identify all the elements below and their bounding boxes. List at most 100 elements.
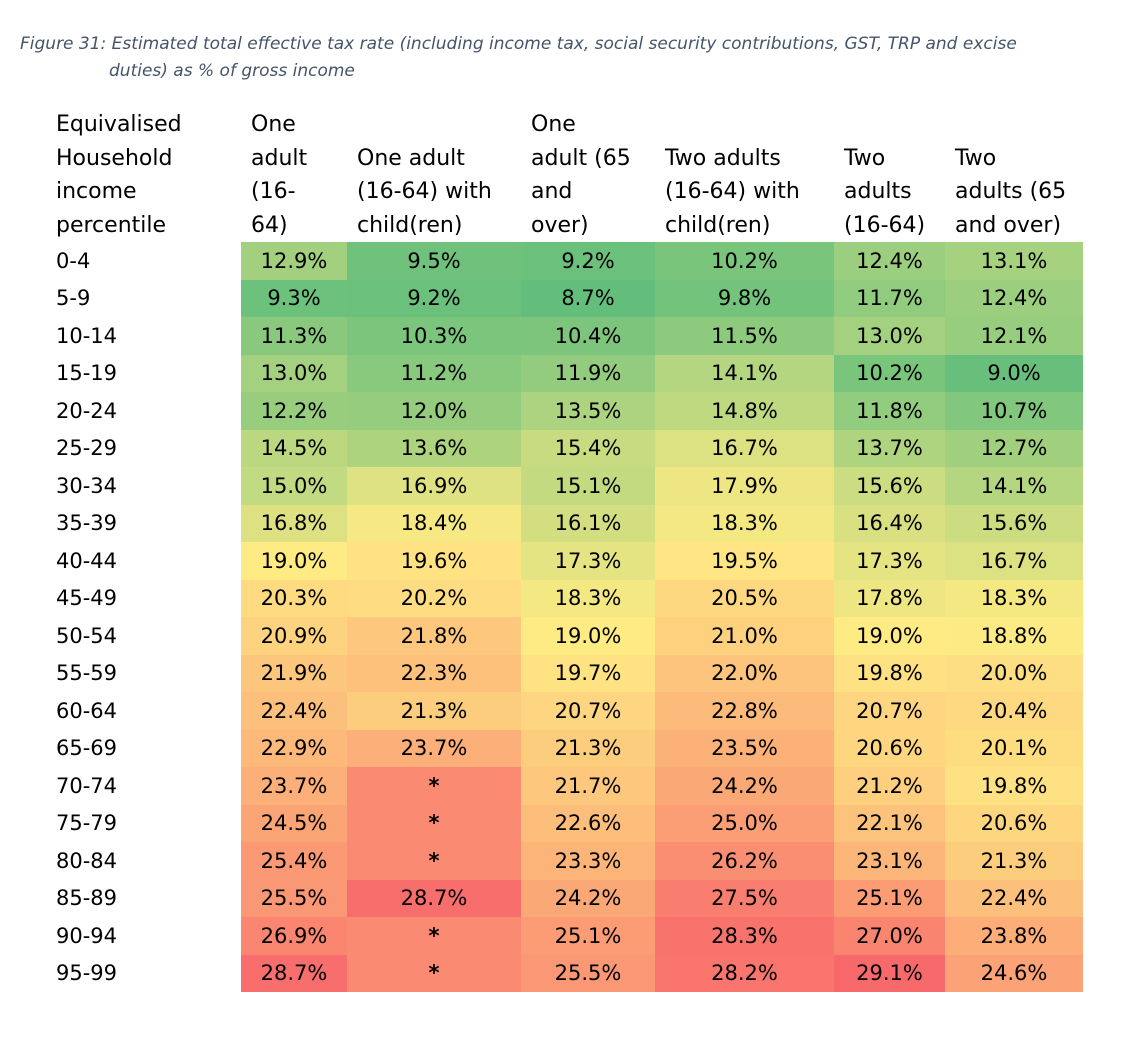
header-two-adults-with-children: Two adults (16-64) with child(ren) [655, 108, 834, 242]
rate-cell: 17.8% [834, 579, 945, 617]
header-percentile: Equivalised Household income percentile [46, 108, 241, 242]
rate-cell: 28.7% [347, 879, 521, 917]
rate-cell: 23.1% [834, 842, 945, 880]
rate-cell: 16.1% [521, 504, 655, 542]
rate-cell: 11.5% [655, 317, 834, 355]
percentile-cell: 45-49 [56, 586, 118, 611]
rate-cell: 17.3% [834, 542, 945, 580]
header-line: over) [531, 212, 589, 238]
rate-cell: 20.3% [241, 579, 347, 617]
rate-cell: 22.0% [655, 654, 834, 692]
rate-cell: 10.4% [521, 317, 655, 355]
rate-cell: 13.7% [834, 429, 945, 467]
header-line: Two [844, 145, 886, 171]
rate-cell: * [347, 917, 521, 955]
rate-cell: 19.0% [834, 617, 945, 655]
table-row: 55-59 21.9% 22.3% 19.7% 22.0% 19.8% 20.0% [46, 654, 1083, 692]
header-line: and over) [955, 212, 1062, 238]
rate-cell: 9.3% [241, 279, 347, 317]
rate-cell: 23.7% [241, 767, 347, 805]
table-body: 0-4 12.9% 9.5% 9.2% 10.2% 12.4% 13.1% 5-9 9.3% 9.… [46, 242, 1083, 992]
header-row: Equivalised Household income percentile One a… [46, 108, 1083, 242]
rate-cell: 10.2% [655, 242, 834, 280]
header-line: (16-64) [844, 212, 926, 238]
rate-cell: 22.8% [655, 692, 834, 730]
rate-cell: 18.4% [347, 504, 521, 542]
percentile-cell: 60-64 [56, 698, 118, 723]
table-row: 60-64 22.4% 21.3% 20.7% 22.8% 20.7% 20.4% [46, 692, 1083, 730]
percentile-cell: 25-29 [56, 436, 118, 461]
rate-cell: 13.6% [347, 429, 521, 467]
percentile-cell: 40-44 [56, 548, 118, 573]
table-row: 35-39 16.8% 18.4% 16.1% 18.3% 16.4% 15.6% [46, 504, 1083, 542]
rate-cell: * [347, 767, 521, 805]
rate-cell: 11.3% [241, 317, 347, 355]
percentile-cell: 15-19 [56, 361, 118, 386]
rate-cell: 13.0% [241, 354, 347, 392]
percentile-cell: 20-24 [56, 398, 118, 423]
rate-cell: 12.1% [945, 317, 1083, 355]
table-row: 10-14 11.3% 10.3% 10.4% 11.5% 13.0% 12.1% [46, 317, 1083, 355]
header-line: (16- [251, 179, 296, 204]
rate-cell: 22.3% [347, 654, 521, 692]
rate-cell: 20.5% [655, 579, 834, 617]
rate-cell: 21.2% [834, 767, 945, 805]
rate-cell: 22.4% [945, 879, 1083, 917]
rate-cell: 15.6% [945, 504, 1083, 542]
rate-cell: 20.7% [521, 692, 655, 730]
rate-cell: 12.0% [347, 392, 521, 430]
rate-cell: 14.1% [655, 354, 834, 392]
table-row: 50-54 20.9% 21.8% 19.0% 21.0% 19.0% 18.8% [46, 617, 1083, 655]
rate-cell: 26.9% [241, 917, 347, 955]
percentile-cell: 0-4 [56, 248, 91, 273]
rate-cell: 25.1% [834, 879, 945, 917]
rate-cell: 14.8% [655, 392, 834, 430]
rate-cell: 25.0% [655, 804, 834, 842]
rate-cell: 13.5% [521, 392, 655, 430]
percentile-cell: 35-39 [56, 511, 118, 536]
rate-cell: 13.1% [945, 242, 1083, 280]
rate-cell: 17.9% [655, 467, 834, 505]
rate-cell: 10.7% [945, 392, 1083, 430]
rate-cell: 20.4% [945, 692, 1083, 730]
header-line: (16-64) with [665, 179, 800, 204]
rate-cell: 21.9% [241, 654, 347, 692]
rate-cell: 28.2% [655, 954, 834, 992]
rate-cell: 15.1% [521, 467, 655, 505]
rate-cell: 21.3% [521, 729, 655, 767]
rate-cell: 23.8% [945, 917, 1083, 955]
table-row: 90-94 26.9% * 25.1% 28.3% 27.0% 23.8% [46, 917, 1083, 955]
rate-cell: 21.8% [347, 617, 521, 655]
rate-cell: 22.4% [241, 692, 347, 730]
header-one-adult-16-64: One adult (16- 64) [241, 108, 347, 242]
table-row: 5-9 9.3% 9.2% 8.7% 9.8% 11.7% 12.4% [46, 279, 1083, 317]
percentile-cell: 70-74 [56, 773, 118, 798]
rate-cell: 25.4% [241, 842, 347, 880]
rate-cell: 9.5% [347, 242, 521, 280]
rate-cell: 12.4% [945, 279, 1083, 317]
rate-cell: 18.3% [655, 504, 834, 542]
rate-cell: 24.2% [521, 879, 655, 917]
rate-cell: 16.9% [347, 467, 521, 505]
header-line: income [56, 179, 137, 204]
rate-cell: 29.1% [834, 954, 945, 992]
rate-cell: 17.3% [521, 542, 655, 580]
rate-cell: 24.5% [241, 804, 347, 842]
rate-cell: * [347, 804, 521, 842]
header-line: Household [56, 145, 173, 171]
rate-cell: 11.7% [834, 279, 945, 317]
header-line: adult [251, 145, 308, 171]
rate-cell: 10.2% [834, 354, 945, 392]
table-row: 30-34 15.0% 16.9% 15.1% 17.9% 15.6% 14.1% [46, 467, 1083, 505]
caption-line-1: Figure 31: Estimated total effective tax… [20, 34, 1017, 54]
rate-cell: 19.7% [521, 654, 655, 692]
caption-line-2: duties) as % of gross income [109, 61, 355, 81]
header-two-adults-65-over: Two adults (65 and over) [945, 108, 1083, 242]
header-line: Two adults [665, 145, 781, 171]
rate-cell: 18.8% [945, 617, 1083, 655]
rate-cell: 16.7% [945, 542, 1083, 580]
table-row: 85-89 25.5% 28.7% 24.2% 27.5% 25.1% 22.4% [46, 879, 1083, 917]
rate-cell: 25.1% [521, 917, 655, 955]
rate-cell: 28.3% [655, 917, 834, 955]
rate-cell: 9.2% [347, 279, 521, 317]
